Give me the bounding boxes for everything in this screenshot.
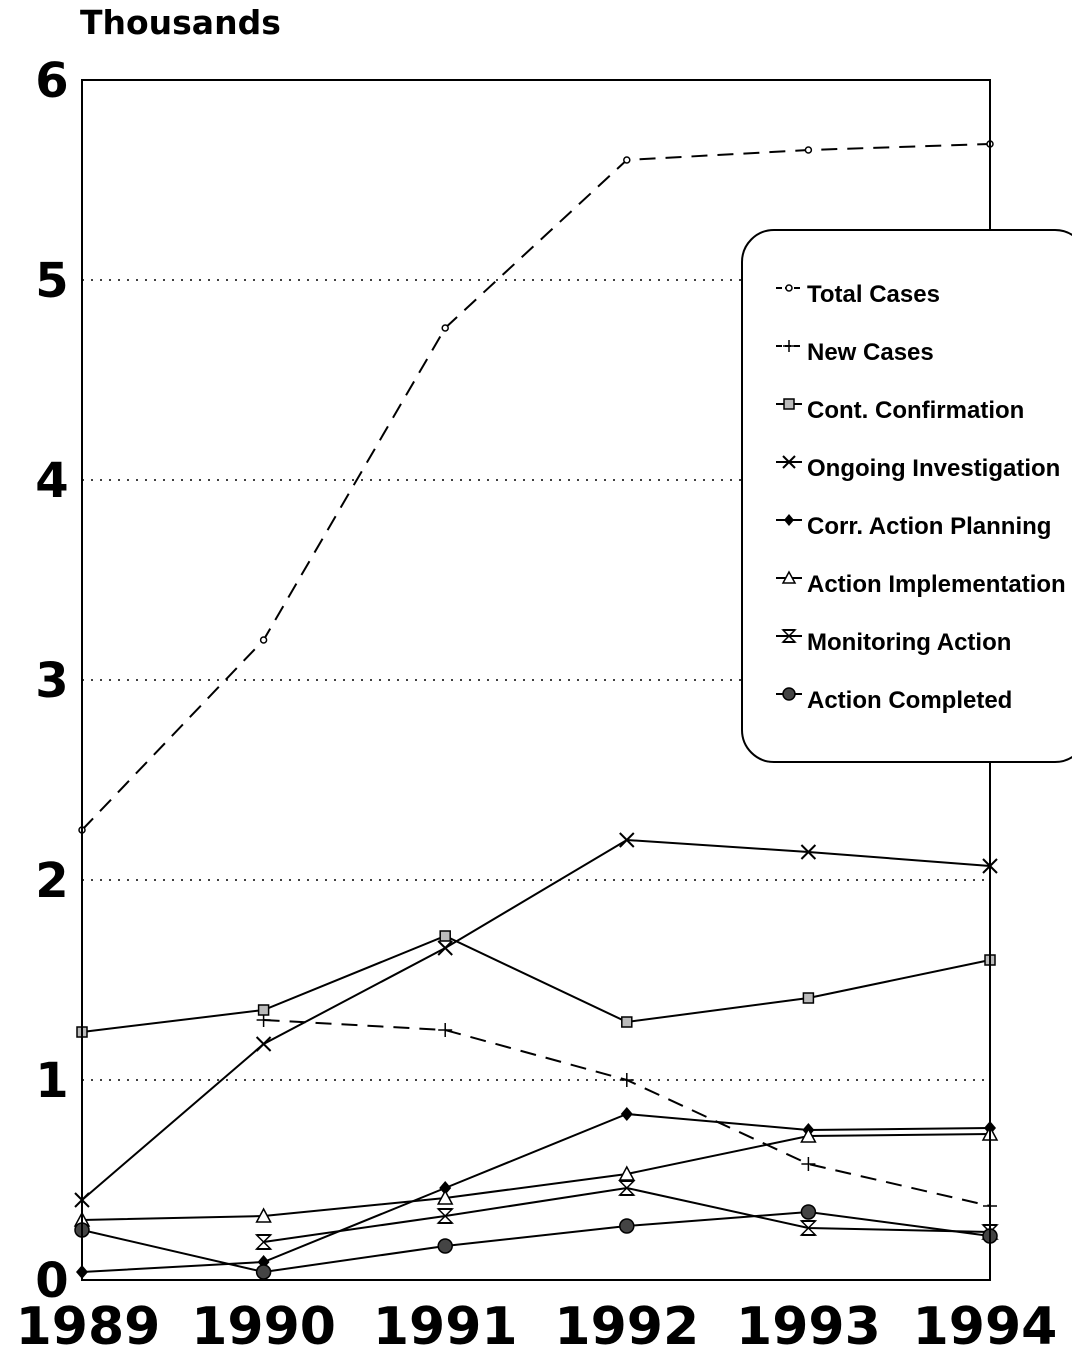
marker-square [621,1016,633,1028]
legend-label: Cont. Confirmation [807,397,1024,424]
y-axis-label: Thousands [80,3,281,42]
series-monitoring-action [254,1180,999,1250]
series-line [81,1133,991,1221]
marker-x [255,1036,272,1052]
marker-circle [800,1204,817,1220]
marker-circle [255,1264,272,1280]
marker-hourglass [799,1220,818,1236]
x-tick-label: 1994 [913,1297,1058,1357]
marker-plus [619,1073,634,1087]
marker-x [619,832,635,848]
y-tick-label: 6 [35,53,68,109]
marker-plus [783,340,795,352]
marker-square [257,1004,270,1016]
marker-x [437,940,453,956]
marker-x [800,844,817,860]
marker-circle [619,1218,635,1234]
y-axis-ticks: 0 1 2 3 4 5 6 [35,53,68,1309]
marker-square [439,930,451,942]
legend-label: Ongoing Investigation [807,455,1060,482]
marker-dot [441,324,449,332]
legend-item: Total Cases [776,281,940,308]
series-cont-confirmation [76,930,996,1038]
marker-circle [782,687,796,701]
x-tick-label: 1991 [373,1297,518,1357]
marker-square [783,398,795,410]
legend: Total Cases New Cases Cont. Confirmation On… [741,229,1072,763]
y-tick-label: 4 [35,453,68,509]
legend-item: New Cases [776,339,934,366]
marker-triangle [436,1189,454,1205]
legend-item: Cont. Confirmation [776,397,1024,424]
marker-plus [438,1023,453,1037]
legend-box [741,229,1072,763]
x-axis-ticks: 1989 1990 1991 1992 1993 1994 [16,1297,1058,1357]
marker-dot [785,284,793,292]
series-line [81,934,991,1033]
marker-dot [623,156,631,164]
legend-label: Corr. Action Planning [807,513,1051,540]
marker-hourglass [617,1180,636,1196]
marker-dot [259,636,268,644]
x-tick-label: 1989 [16,1297,161,1357]
marker-plus [801,1157,816,1171]
y-tick-label: 2 [35,853,68,909]
legend-item: Action Completed [776,687,1012,714]
marker-diamond [784,514,794,526]
legend-label: Action Implementation [807,571,1066,598]
legend-item: Ongoing Investigation [776,455,1060,482]
marker-x [782,455,796,469]
x-tick-label: 1993 [736,1297,881,1357]
series-line [81,1210,991,1274]
series-line [81,838,991,1201]
y-tick-label: 0 [35,1253,68,1309]
marker-hourglass [436,1208,455,1224]
marker-hourglass [254,1234,273,1250]
legend-item: Corr. Action Planning [776,513,1051,540]
series-line [81,143,991,831]
series-line [81,1112,991,1273]
y-tick-label: 1 [35,1053,68,1109]
legend-item: Action Implementation [776,570,1066,598]
marker-diamond [439,1181,452,1195]
marker-diamond [620,1107,633,1121]
x-tick-label: 1990 [191,1297,336,1357]
marker-triangle [781,570,797,584]
legend-label: Monitoring Action [807,629,1011,656]
series-action-completed [74,1204,998,1280]
series-action-implementation [73,1125,999,1227]
x-tick-label: 1992 [554,1297,699,1357]
marker-hourglass [781,629,797,643]
series-line [263,1186,991,1243]
y-tick-label: 3 [35,653,68,709]
marker-dot [804,146,813,154]
marker-circle [437,1238,453,1254]
y-tick-label: 5 [35,253,68,309]
marker-triangle [255,1207,272,1223]
marker-square [802,992,815,1004]
legend-label: New Cases [807,339,934,366]
legend-item: Monitoring Action [776,629,1011,656]
legend-label: Action Completed [807,687,1012,714]
marker-triangle [800,1127,817,1143]
legend-label: Total Cases [807,281,940,308]
series-corr-action-planning [76,1107,996,1279]
